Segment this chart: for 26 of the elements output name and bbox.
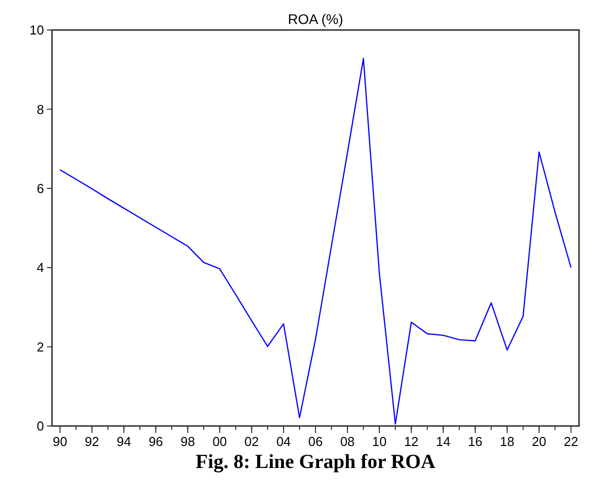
x-tick-label: 98 bbox=[180, 434, 195, 449]
y-tick-label: 4 bbox=[36, 260, 44, 276]
y-tick-label: 6 bbox=[36, 180, 44, 196]
line-series bbox=[59, 58, 572, 425]
y-tick-label: 0 bbox=[36, 418, 44, 434]
x-tick-label: 14 bbox=[436, 434, 450, 449]
x-tick-label: 04 bbox=[276, 434, 291, 449]
caption: Fig. 8: Line Graph for ROA bbox=[196, 451, 436, 473]
y-tick-label: 2 bbox=[36, 339, 44, 354]
x-tick-label: 08 bbox=[340, 434, 355, 449]
x-tick-label: 00 bbox=[212, 434, 227, 449]
x-tick-label: 10 bbox=[372, 434, 387, 449]
chart-title: ROA (%) bbox=[288, 11, 344, 27]
x-tick-label: 96 bbox=[148, 434, 164, 449]
x-tick-label: 94 bbox=[116, 434, 132, 449]
x-tick-label: 18 bbox=[500, 434, 514, 449]
y-tick-label: 10 bbox=[30, 22, 44, 38]
x-tick-label: 20 bbox=[532, 434, 546, 449]
x-tick-label: 90 bbox=[52, 434, 68, 449]
x-tick-label: 92 bbox=[84, 434, 100, 449]
y-tick-label: 8 bbox=[36, 102, 44, 117]
x-tick-label: 16 bbox=[468, 434, 482, 449]
x-tick-label: 02 bbox=[244, 434, 259, 449]
x-tick-label: 22 bbox=[564, 434, 578, 449]
x-tick-label: 06 bbox=[308, 434, 323, 449]
x-tick-label: 12 bbox=[404, 434, 419, 449]
